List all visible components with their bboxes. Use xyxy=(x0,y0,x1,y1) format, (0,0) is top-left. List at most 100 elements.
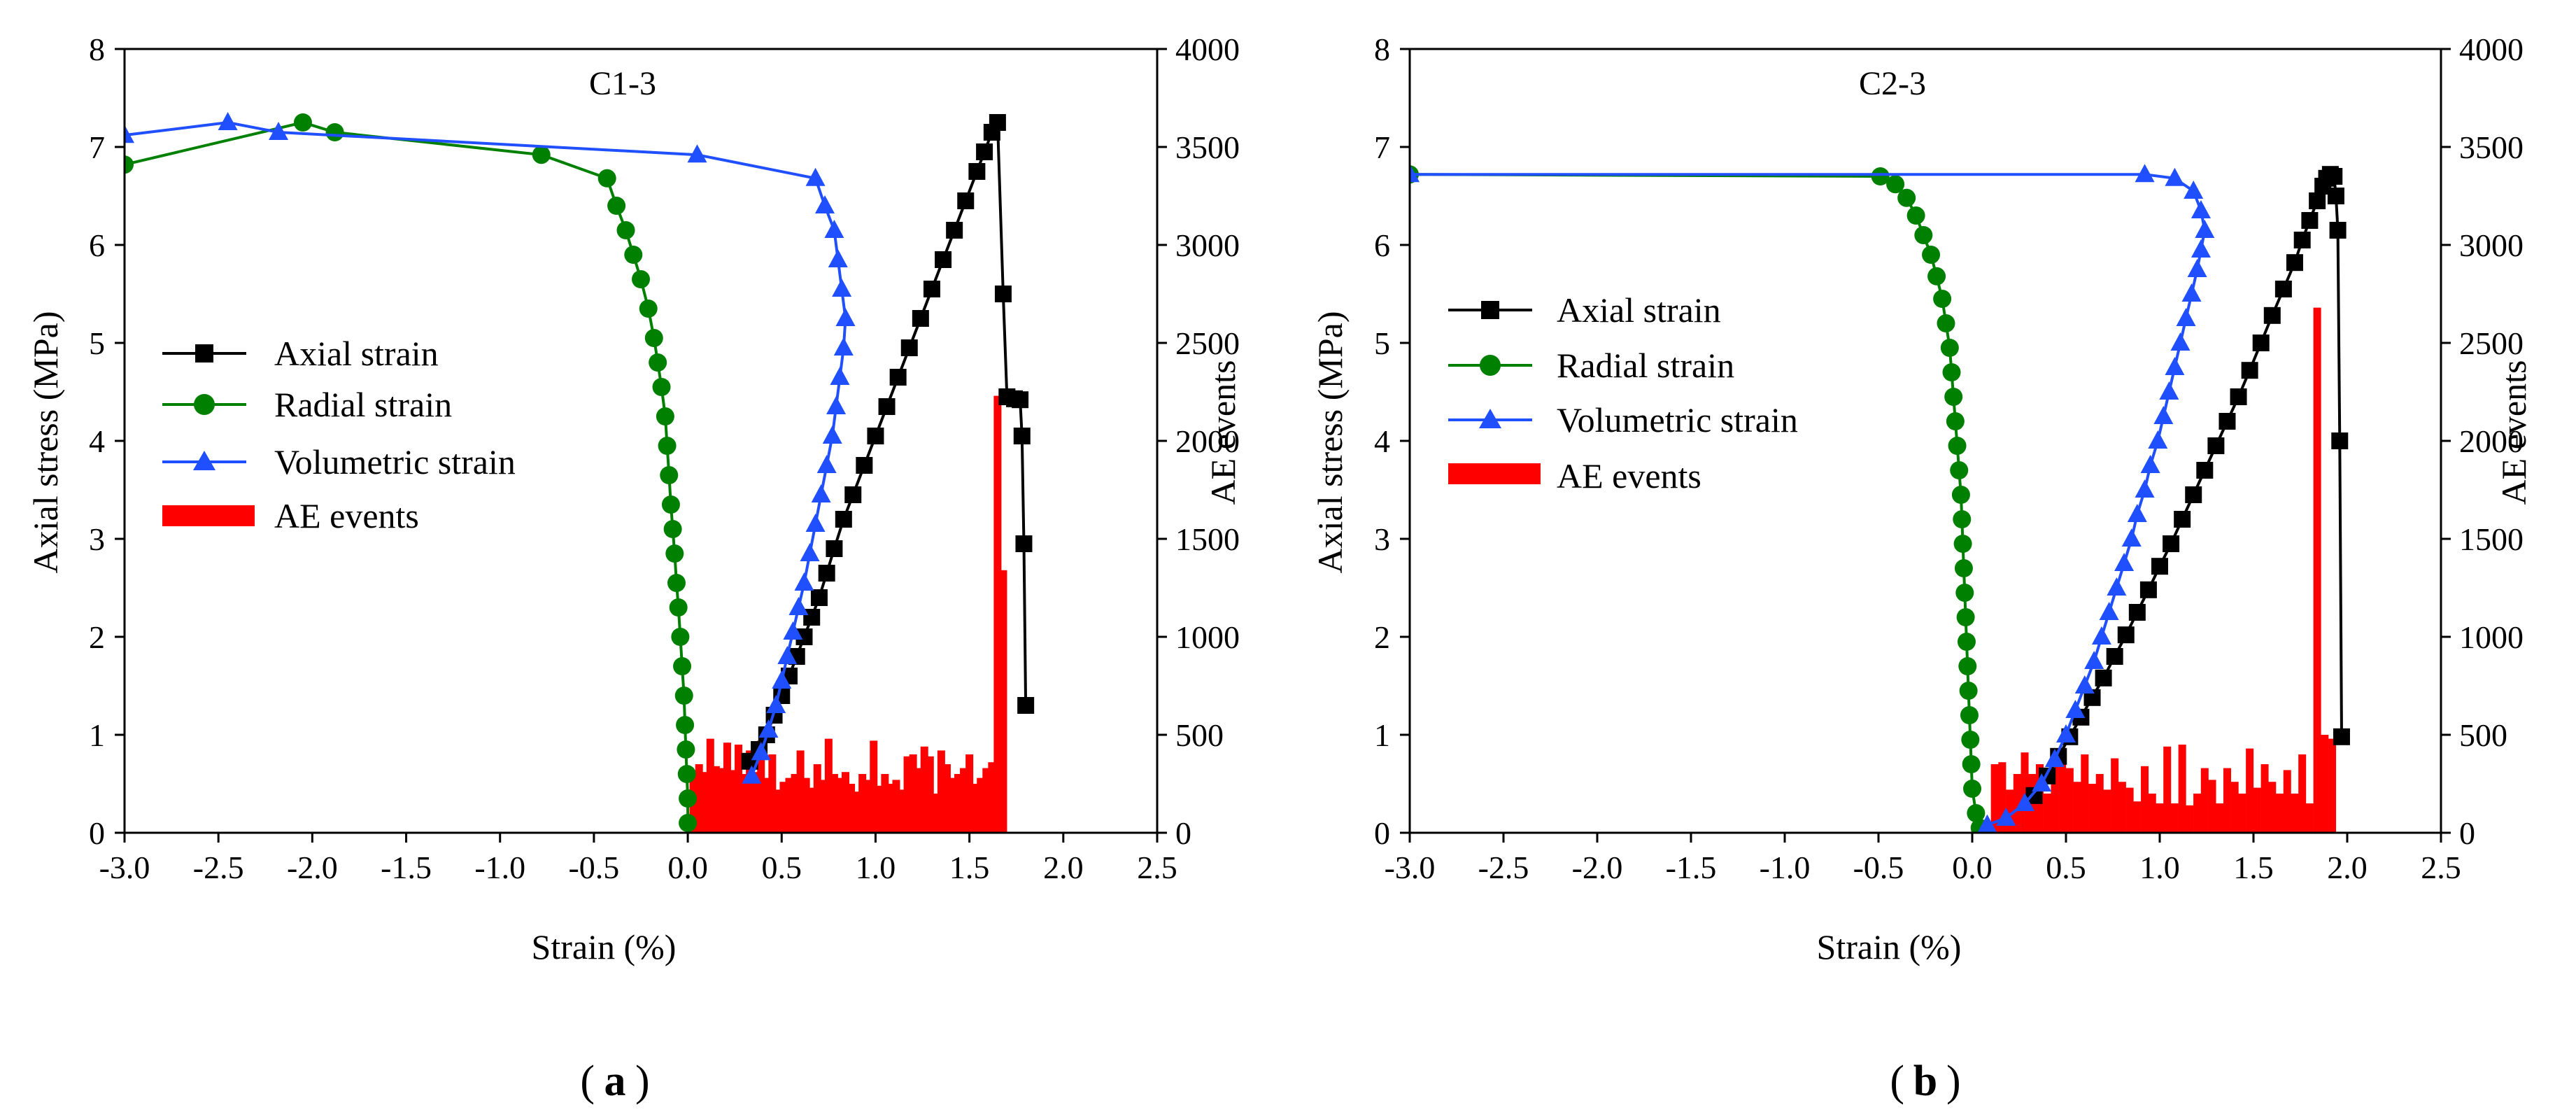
axial-point-b-23 xyxy=(2286,254,2303,272)
y2-tick-label-b-2: 1000 xyxy=(2459,619,2524,655)
ae-bar-a-15 xyxy=(774,789,782,833)
volumetric-point-b-30 xyxy=(1996,808,2016,826)
axial-point-a-13 xyxy=(844,486,862,503)
legend-b-label-axial: Axial strain xyxy=(1557,290,1721,330)
volumetric-point-a-2 xyxy=(269,122,289,140)
y-tick-label-b-7: 7 xyxy=(1374,129,1390,165)
volumetric-point-b-14 xyxy=(2148,430,2168,449)
panel-label-b-open: ( xyxy=(1890,1057,1904,1105)
radial-point-a-17 xyxy=(663,520,682,538)
axial-point-a-19 xyxy=(912,310,929,327)
radial-point-b-4 xyxy=(1906,206,1925,225)
y2-tick-label-a-1: 500 xyxy=(1175,717,1224,753)
radial-point-b-1 xyxy=(1871,167,1890,185)
legend-a-label-radial: Radial strain xyxy=(274,385,452,424)
ae-bar-b-21 xyxy=(2148,794,2156,833)
ae-bar-a-43 xyxy=(931,794,940,833)
ae-bar-a-5 xyxy=(717,768,726,833)
volumetric-point-a-9 xyxy=(835,308,856,326)
ae-bar-b-34 xyxy=(2246,748,2254,833)
radial-point-a-14 xyxy=(658,437,677,455)
x-tick-label-b-4: -1.0 xyxy=(1760,850,1811,885)
ae-bar-a-26 xyxy=(835,777,844,833)
axial-point-a-32 xyxy=(1013,428,1031,444)
legend-b-swatch-ae xyxy=(1448,463,1541,484)
axial-point-a-33 xyxy=(1015,535,1033,552)
volumetric-point-b-6 xyxy=(2191,239,2211,258)
y2-tick-label-b-0: 0 xyxy=(2459,815,2475,851)
ae-bar-a-6 xyxy=(723,743,731,833)
x-tick-label-a-7: 0.5 xyxy=(762,850,802,885)
ae-bar-a-39 xyxy=(909,754,917,833)
radial-point-b-12 xyxy=(1944,388,1963,406)
radial-point-a-16 xyxy=(661,495,680,514)
axial-point-b-18 xyxy=(2230,388,2247,405)
y2-tick-label-b-7: 3500 xyxy=(2459,129,2524,165)
axial-point-a-18 xyxy=(900,339,918,356)
volumetric-point-b-18 xyxy=(2121,528,2142,547)
x-tick-label-a-4: -1.0 xyxy=(474,850,525,885)
volumetric-point-a-22 xyxy=(772,670,792,689)
chart-panel-a: -3.0 -2.5 -2.0 -1.5 -1.0 -0.5 0.0 0.5 1.0 1.5 2.0 2… xyxy=(26,31,1243,1105)
axial-point-b-14 xyxy=(2185,486,2202,503)
volumetric-point-a-18 xyxy=(794,572,814,591)
ae-bar-a-52 xyxy=(982,768,991,833)
ae-bar-a-7 xyxy=(728,770,737,833)
y-tick-label-b-0: 0 xyxy=(1374,815,1390,851)
ae-bar-b-11 xyxy=(2073,782,2081,833)
axial-point-a-22 xyxy=(946,222,963,239)
ae-bar-b-7 xyxy=(2043,794,2051,833)
ae-bar-a-55 xyxy=(999,570,1007,833)
volumetric-point-a-20 xyxy=(783,621,803,640)
ae-bar-a-17 xyxy=(785,777,793,833)
radial-point-b-20 xyxy=(1955,584,1974,602)
radial-point-a-0 xyxy=(125,155,134,174)
panel-label-a: a xyxy=(604,1057,626,1105)
volumetric-point-b-1 xyxy=(2135,164,2155,183)
y-tick-label-a-7: 7 xyxy=(89,129,105,165)
y-tick-label-a-0: 0 xyxy=(89,815,105,851)
volumetric-point-a-14 xyxy=(816,455,837,473)
volumetric-point-b-29 xyxy=(2015,793,2035,811)
y-tick-label-b-8: 8 xyxy=(1374,31,1390,67)
radial-point-a-3 xyxy=(532,146,551,164)
legend-a-label-axial: Axial strain xyxy=(274,334,439,373)
volumetric-point-b-9 xyxy=(2176,308,2196,326)
y2-tick-label-a-5: 2500 xyxy=(1175,325,1240,361)
x-tick-label-a-5: -0.5 xyxy=(568,850,619,885)
ae-bar-b-23 xyxy=(2163,746,2172,833)
legend-b-label-radial: Radial strain xyxy=(1557,346,1734,385)
axial-point-b-7 xyxy=(2106,648,2123,665)
y2-tick-label-a-6: 3000 xyxy=(1175,227,1240,263)
y2-tick-label-b-5: 2500 xyxy=(2459,325,2524,361)
ae-bar-b-20 xyxy=(2141,766,2149,833)
radial-point-a-27 xyxy=(679,789,698,808)
volumetric-point-b-5 xyxy=(2195,220,2215,238)
axial-point-a-12 xyxy=(835,511,852,528)
panel-label-b-close: ) xyxy=(1946,1057,1961,1105)
axial-point-b-15 xyxy=(2196,462,2214,479)
axial-point-a-21 xyxy=(935,251,952,268)
volumetric-point-a-1 xyxy=(218,112,238,130)
radial-point-a-23 xyxy=(674,687,693,705)
x-tick-label-b-6: 0.0 xyxy=(1952,850,1993,885)
axial-point-a-27 xyxy=(989,114,1006,131)
ae-bar-a-32 xyxy=(870,740,878,833)
x-tick-label-b-11: 2.5 xyxy=(2421,850,2461,885)
ae-bar-a-16 xyxy=(779,782,788,833)
ae-bar-a-28 xyxy=(847,784,856,833)
ae-bar-b-27 xyxy=(2193,794,2202,833)
volumetric-point-a-23 xyxy=(766,695,786,713)
volumetric-point-a-16 xyxy=(805,514,826,532)
y-tick-label-a-4: 4 xyxy=(89,423,105,459)
x-tick-label-b-5: -0.5 xyxy=(1853,850,1904,885)
volumetric-point-b-13 xyxy=(2153,406,2174,424)
axial-point-a-23 xyxy=(957,192,975,209)
ae-bar-a-51 xyxy=(977,777,985,833)
radial-point-a-5 xyxy=(607,197,626,215)
legend-a-swatch-ae xyxy=(162,505,255,526)
ae-bar-b-0 xyxy=(1990,764,1999,833)
y-tick-label-a-2: 2 xyxy=(89,619,105,655)
ae-bar-a-25 xyxy=(830,774,838,833)
axial-point-a-9 xyxy=(810,589,828,606)
